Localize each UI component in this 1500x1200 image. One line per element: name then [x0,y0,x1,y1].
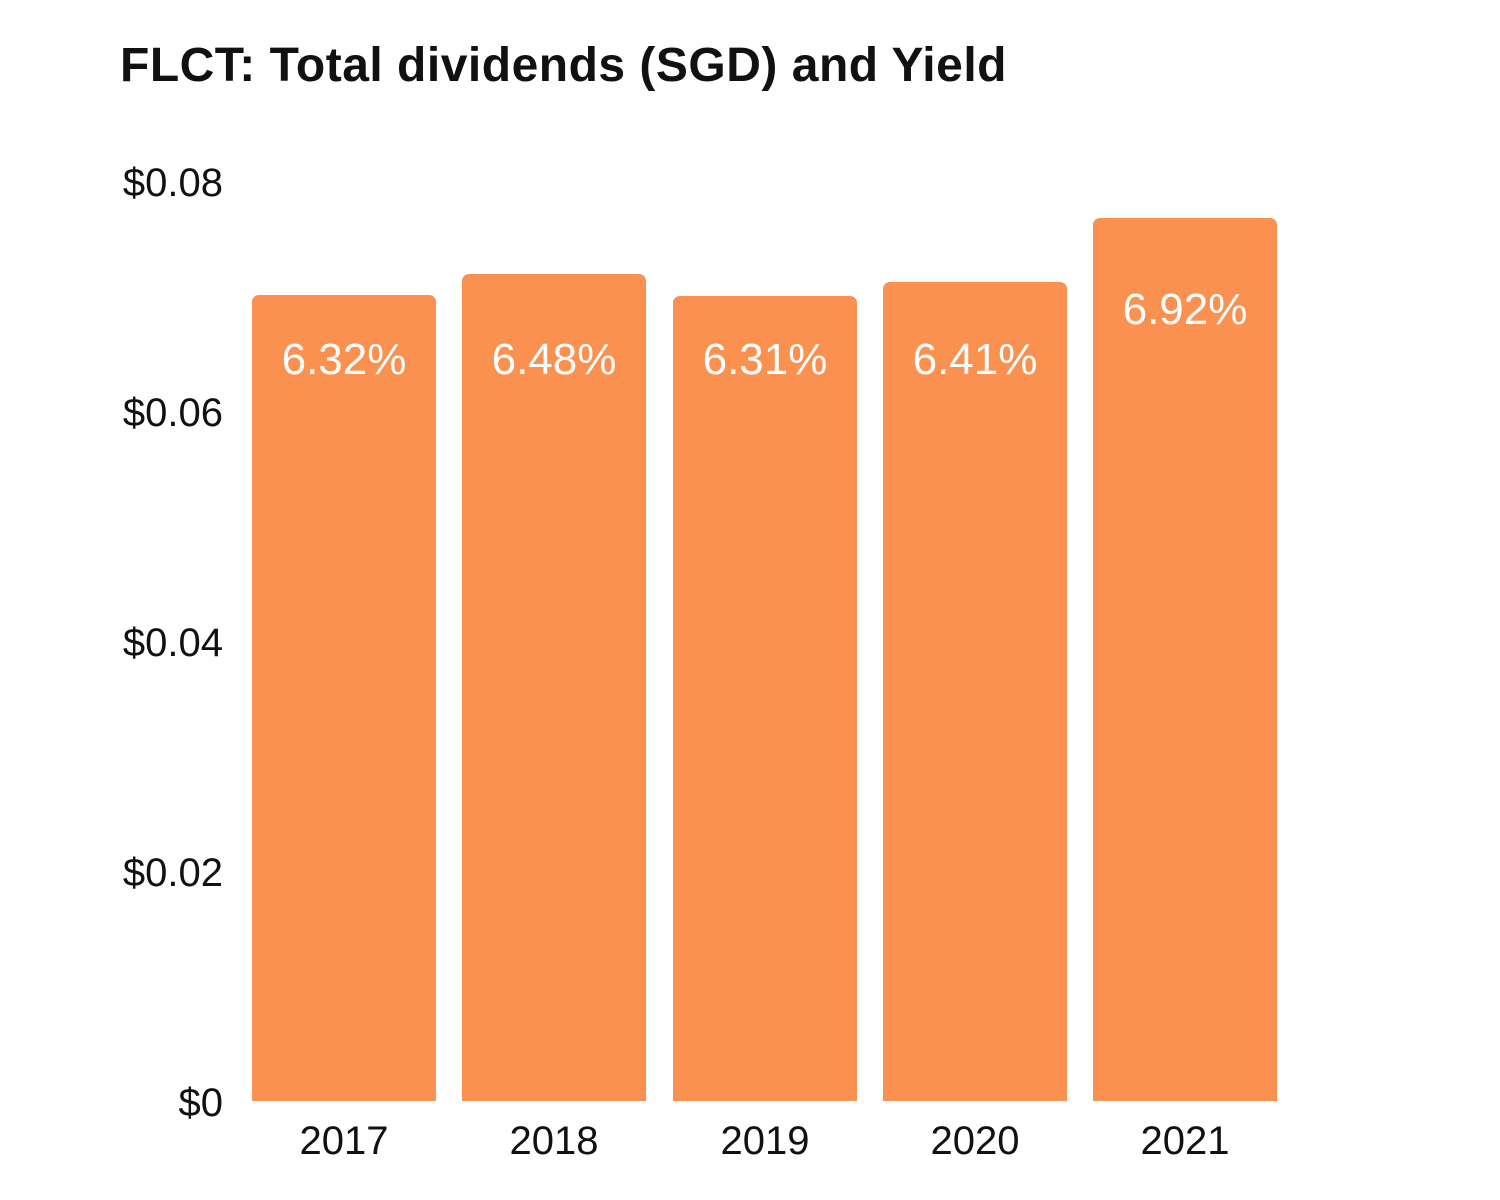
x-axis-tick-2017: 2017 [299,1119,389,1163]
y-axis-tick: $0.08 [122,161,223,205]
bar-yield-label-2020: 6.41% [912,335,1038,384]
chart-title: FLCT: Total dividends (SGD) and Yield [120,39,1007,92]
bar-yield-label-2019: 6.31% [702,335,828,384]
bar-2019 [673,296,857,1101]
bar-2017 [252,295,436,1101]
x-axis-tick-2021: 2021 [1140,1119,1230,1163]
x-axis-tick-2020: 2020 [930,1119,1020,1163]
y-axis-tick: $0.02 [122,851,223,895]
bar-yield-label-2017: 6.32% [281,335,407,384]
bar-2020 [883,282,1067,1101]
x-axis-tick-2019: 2019 [720,1119,810,1163]
bar-2018 [462,274,646,1101]
x-axis-tick-2018: 2018 [509,1119,599,1163]
bar-yield-label-2018: 6.48% [491,335,617,384]
bar-yield-label-2021: 6.92% [1122,285,1248,334]
bar-2021 [1093,218,1277,1101]
y-axis-tick: $0 [178,1081,224,1125]
y-axis-tick: $0.06 [122,391,223,435]
y-axis-tick: $0.04 [122,621,223,665]
